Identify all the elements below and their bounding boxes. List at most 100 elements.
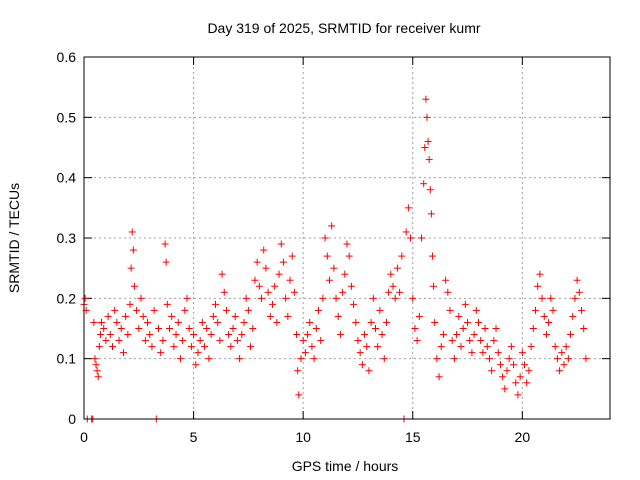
data-point (192, 361, 200, 369)
data-point (141, 337, 149, 345)
data-point (358, 361, 366, 369)
data-point (203, 325, 211, 332)
data-point (472, 306, 480, 314)
data-point (170, 343, 178, 351)
data-point (510, 361, 518, 369)
data-point (551, 343, 559, 351)
data-point (564, 355, 572, 363)
data-point (534, 282, 542, 290)
data-point (425, 156, 433, 164)
data-point (430, 282, 438, 290)
data-point (345, 252, 353, 260)
data-point (527, 343, 535, 351)
data-point (163, 300, 171, 308)
data-point (150, 306, 158, 314)
data-point (172, 331, 180, 339)
data-point (240, 318, 248, 326)
data-point (547, 294, 555, 302)
data-point (310, 355, 318, 363)
data-point (427, 210, 435, 218)
data-point (354, 337, 362, 345)
data-point (385, 288, 393, 296)
data-point (485, 355, 493, 363)
data-point (536, 270, 544, 278)
data-point (444, 288, 452, 296)
data-point (341, 270, 349, 278)
data-point (350, 300, 358, 308)
data-point (507, 343, 515, 351)
data-point (242, 294, 250, 302)
data-point (214, 318, 222, 326)
data-point (560, 361, 568, 369)
data-point (492, 325, 500, 332)
y-tick-label: 0.1 (57, 351, 77, 367)
data-point (391, 294, 399, 302)
data-point (363, 343, 371, 351)
y-axis-label: SRMTID / TECUs (6, 183, 22, 293)
data-point (129, 246, 137, 254)
data-point (275, 270, 283, 278)
data-point (108, 343, 116, 351)
data-point (209, 312, 217, 320)
data-point (264, 288, 272, 296)
data-point (575, 288, 583, 296)
data-point (459, 325, 467, 332)
data-point (155, 325, 163, 332)
data-point (100, 325, 108, 332)
data-point (420, 180, 428, 188)
data-point (393, 264, 401, 272)
data-point (428, 252, 436, 260)
plot-frame (83, 56, 611, 420)
data-point (455, 312, 463, 320)
data-point (93, 367, 101, 375)
data-point (490, 337, 498, 345)
data-point (521, 361, 529, 369)
data-point (312, 325, 320, 332)
data-point (494, 349, 502, 357)
data-point (139, 312, 147, 320)
data-point (165, 325, 173, 332)
data-point (115, 337, 123, 345)
data-point (187, 343, 195, 351)
data-point (288, 252, 296, 260)
data-point (475, 318, 482, 326)
data-point (448, 337, 456, 345)
data-point (295, 391, 303, 399)
data-point (562, 343, 570, 351)
data-point (470, 331, 478, 339)
data-point (542, 331, 550, 339)
data-point (113, 318, 121, 326)
data-point (556, 367, 564, 375)
data-point (92, 361, 100, 369)
data-point (286, 276, 294, 284)
data-point (315, 306, 323, 314)
data-point (321, 234, 329, 242)
data-point (464, 318, 472, 326)
data-point (258, 294, 266, 302)
data-point (567, 331, 575, 339)
data-point (421, 144, 429, 151)
data-point (582, 355, 590, 363)
data-point (222, 306, 230, 314)
data-point (553, 355, 561, 363)
data-point (525, 367, 533, 375)
data-point (540, 312, 548, 320)
data-point (501, 385, 509, 393)
data-point (249, 325, 257, 332)
data-point (251, 276, 259, 284)
data-point (435, 373, 443, 381)
data-point (290, 288, 298, 296)
data-point (446, 306, 454, 314)
data-point (573, 276, 581, 284)
data-point (301, 349, 309, 357)
data-point (423, 113, 431, 121)
data-point (198, 318, 206, 326)
data-point (505, 355, 513, 363)
data-point (277, 240, 285, 248)
data-point (334, 312, 342, 320)
data-point (146, 331, 154, 339)
chart-title: Day 319 of 2025, SRMTID for receiver kum… (207, 20, 480, 36)
data-point (159, 337, 167, 345)
data-point (578, 306, 586, 314)
data-point (488, 367, 496, 375)
